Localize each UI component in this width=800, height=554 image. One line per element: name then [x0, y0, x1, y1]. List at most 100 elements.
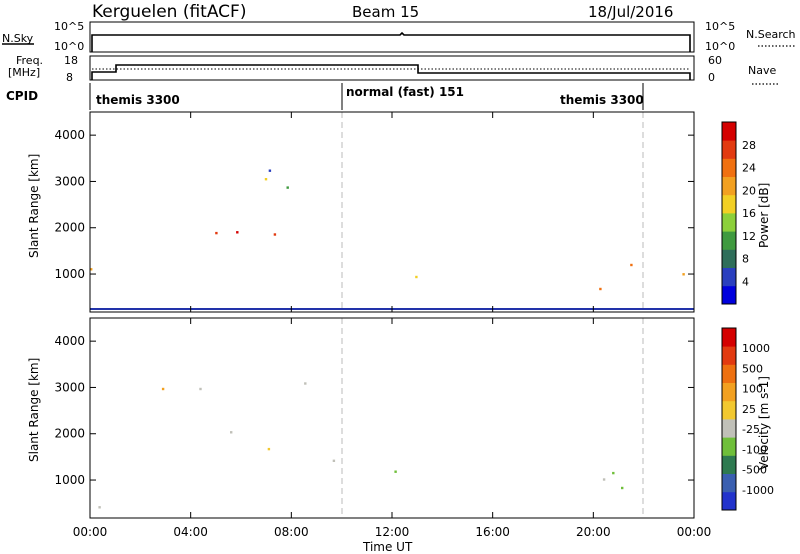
colorbar-tick-label: 20	[742, 184, 756, 197]
station-title: Kerguelen (fitACF)	[92, 2, 246, 22]
colorbar-swatch	[722, 285, 736, 305]
colorbar-swatch	[722, 213, 736, 232]
y-tick-label: 2000	[54, 221, 85, 235]
beam-title: Beam 15	[352, 3, 419, 21]
velocity-heatmap-cells	[98, 382, 624, 509]
colorbar-swatch	[722, 249, 736, 268]
freq-label: Freq.	[16, 54, 43, 67]
colorbar-tick-label: 500	[742, 362, 763, 375]
heatmap-cell	[215, 231, 218, 235]
colorbar-swatch	[722, 140, 736, 159]
cpid-row: CPID themis 3300 normal (fast) 151 themi…	[6, 83, 644, 110]
x-tick-label: 00:00	[73, 525, 108, 539]
colorbar-tick-label: 100	[742, 383, 763, 396]
x-tick-label: 20:00	[576, 525, 611, 539]
heatmap-cell	[273, 233, 277, 236]
y-tick-label: 4000	[54, 334, 85, 348]
heatmap-cell	[90, 268, 93, 271]
heatmap-cell	[230, 431, 233, 434]
colorbar-swatch	[722, 491, 736, 511]
power-panel: 4000 3000 2000 1000 Slant Range [km] 28 24 20…	[27, 111, 771, 313]
freq-tick-top: 18	[64, 54, 78, 67]
colorbar-swatch	[722, 231, 736, 250]
power-ylabel: Slant Range [km]	[27, 154, 41, 258]
heatmap-cell	[98, 506, 101, 509]
date-title: 18/Jul/2016	[588, 3, 673, 21]
heatmap-cell	[602, 478, 606, 481]
nave-label: Nave	[748, 64, 776, 77]
freq-unit: [MHz]	[8, 66, 40, 79]
nave-tick-top: 60	[708, 54, 722, 67]
nsky-panel: N.Sky 10^5 10^0 10^5 10^0 N.Search	[2, 20, 796, 53]
colorbar-tick-label: 8	[742, 253, 749, 266]
colorbar-swatch	[722, 122, 736, 141]
heatmap-cell	[630, 263, 633, 267]
colorbar-swatch	[722, 473, 736, 493]
velocity-ylabel: Slant Range [km]	[27, 358, 41, 462]
colorbar-tick-label: 28	[742, 139, 756, 152]
heatmap-cell	[394, 470, 397, 473]
velocity-panel: 4000 3000 2000 1000 Slant Range [km] 1000 50…	[27, 317, 774, 519]
cpid-segment-3: themis 3300	[560, 93, 644, 107]
freq-panel: Freq. [MHz] 18 8 60 0 Nave	[8, 54, 780, 85]
colorbar-swatch	[722, 328, 736, 347]
colorbar-swatch	[722, 400, 736, 420]
x-tick-label: 04:00	[173, 525, 208, 539]
freq-trace	[91, 64, 691, 80]
heatmap-cell	[415, 275, 418, 279]
y-tick-label: 3000	[54, 380, 85, 394]
nsearch-tick-bottom: 10^0	[705, 40, 735, 53]
colorbar-swatch	[722, 455, 736, 474]
y-tick-label: 1000	[54, 473, 85, 487]
heatmap-cell	[599, 287, 602, 291]
colorbar-swatch	[722, 158, 736, 177]
y-tick-label: 1000	[54, 267, 85, 281]
heatmap-cell	[612, 471, 615, 475]
colorbar-swatch	[722, 364, 736, 383]
nsearch-tick-top: 10^5	[705, 20, 735, 33]
y-tick-label: 2000	[54, 427, 85, 441]
x-tick-label: 08:00	[274, 525, 309, 539]
colorbar-tick-label: 1000	[742, 342, 770, 355]
heatmap-cell	[621, 486, 624, 490]
heatmap-cell	[682, 273, 685, 276]
heatmap-cell	[161, 387, 165, 391]
colorbar-tick-label: 24	[742, 162, 756, 175]
nsky-label: N.Sky	[2, 32, 34, 45]
colorbar-swatch	[722, 267, 736, 287]
power-colorbar-label: Power [dB]	[757, 183, 771, 248]
colorbar-tick-label: 12	[742, 230, 756, 243]
heatmap-cell	[264, 178, 268, 181]
colorbar-frame	[721, 121, 737, 305]
heatmap-cell	[286, 186, 289, 189]
heatmap-cell	[199, 387, 202, 391]
heatmap-cell	[332, 459, 336, 462]
nsky-tick-bottom: 10^0	[54, 40, 84, 53]
colorbar-swatch	[722, 437, 736, 456]
colorbar-tick-label: -500	[742, 464, 767, 477]
colorbar-tick-label: -1000	[742, 484, 774, 497]
cpid-segment-1: themis 3300	[96, 93, 180, 107]
nsearch-label: N.Search	[746, 28, 796, 41]
nsky-tick-top: 10^5	[54, 20, 84, 33]
time-axis: 00:00 04:00 08:00 12:00 16:00 20:00 00:00	[73, 112, 711, 539]
x-tick-label: 16:00	[475, 525, 510, 539]
y-tick-label: 4000	[54, 128, 85, 142]
colorbar-swatch	[722, 346, 736, 365]
velocity-y-axis: 4000 3000 2000 1000	[54, 334, 694, 487]
colorbar-tick-label: -100	[742, 443, 767, 456]
cpid-label: CPID	[6, 89, 38, 103]
colorbar-frame	[721, 327, 737, 511]
power-y-axis: 4000 3000 2000 1000	[54, 128, 694, 281]
y-tick-label: 3000	[54, 174, 85, 188]
colorbar-tick-label: 16	[742, 207, 756, 220]
power-colorbar: 28 24 20 16 12 8 4	[721, 121, 756, 305]
colorbar-swatch	[722, 382, 736, 402]
nsky-trace	[91, 31, 691, 52]
heatmap-cell	[236, 231, 239, 234]
x-axis-label: Time UT	[362, 540, 413, 554]
colorbar-tick-label: 4	[742, 275, 749, 288]
colorbar-swatch	[722, 194, 736, 214]
velocity-colorbar-label: Velocity [m s-1]	[757, 376, 771, 470]
